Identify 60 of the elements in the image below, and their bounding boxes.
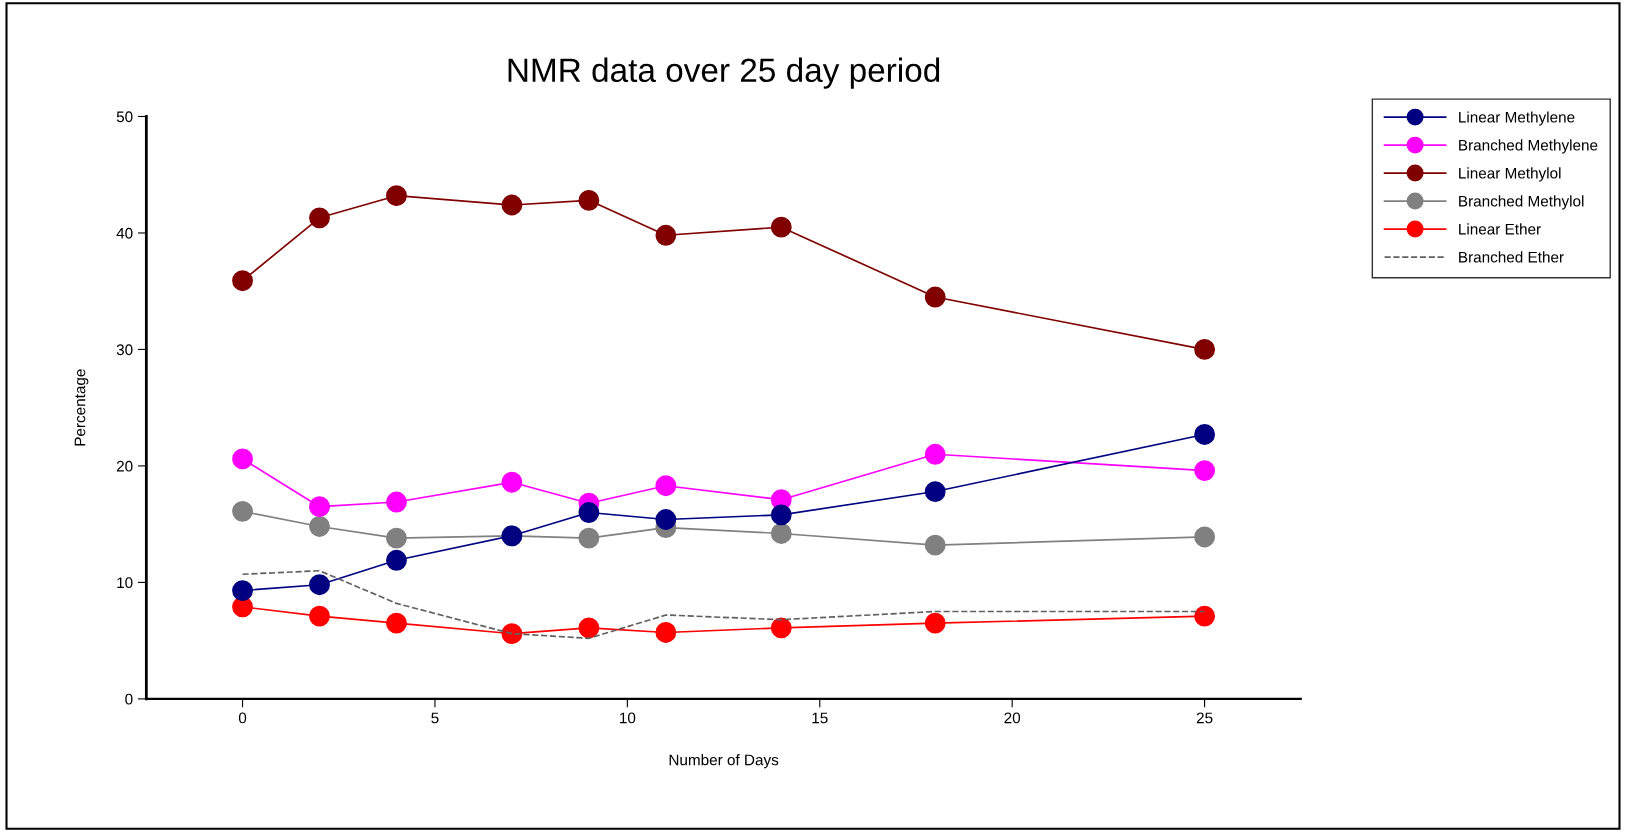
point bbox=[1194, 526, 1216, 548]
point bbox=[924, 612, 946, 634]
x-tick-label: 20 bbox=[1004, 712, 1021, 724]
point bbox=[578, 617, 600, 639]
y-axis-title: Percentage bbox=[74, 369, 89, 446]
legend-label: Branched Methylol bbox=[1459, 195, 1584, 210]
point bbox=[386, 185, 407, 207]
point bbox=[232, 500, 253, 522]
legend-label: Linear Methylene bbox=[1459, 111, 1575, 126]
x-axis-title: Number of Days bbox=[669, 754, 779, 769]
y-tick-label: 50 bbox=[116, 111, 133, 123]
point bbox=[386, 491, 407, 513]
x-tick-label: 0 bbox=[238, 712, 247, 724]
point bbox=[924, 443, 946, 465]
point bbox=[655, 622, 677, 643]
point bbox=[309, 207, 330, 229]
point bbox=[578, 502, 600, 523]
point bbox=[232, 270, 253, 292]
x-tick-label: 5 bbox=[431, 712, 439, 724]
legend-label: Linear Methylol bbox=[1459, 167, 1561, 182]
y-tick-label: 30 bbox=[116, 344, 133, 356]
point bbox=[924, 481, 946, 502]
point bbox=[1194, 460, 1216, 481]
point bbox=[309, 516, 330, 537]
point bbox=[501, 194, 523, 216]
point bbox=[309, 496, 330, 518]
y-tick-label: 20 bbox=[116, 460, 133, 472]
point bbox=[309, 605, 330, 627]
x-tick-label: 15 bbox=[812, 712, 828, 724]
point bbox=[501, 471, 523, 493]
point bbox=[578, 527, 600, 549]
x-tick-label: 10 bbox=[620, 712, 636, 724]
point bbox=[770, 504, 792, 526]
point bbox=[578, 189, 600, 211]
point bbox=[309, 574, 330, 596]
chart-title: NMR data over 25 day period bbox=[508, 57, 940, 89]
legend-label: Branched Ether bbox=[1459, 251, 1564, 263]
point bbox=[770, 617, 792, 639]
point bbox=[924, 286, 946, 308]
point bbox=[232, 580, 253, 601]
y-tick-label: 10 bbox=[117, 577, 133, 589]
point bbox=[655, 509, 677, 530]
y-tick-label: 40 bbox=[116, 227, 133, 239]
point bbox=[386, 612, 407, 634]
x-tick-label: 25 bbox=[1196, 712, 1213, 724]
point bbox=[1194, 339, 1216, 360]
point bbox=[1194, 605, 1216, 627]
legend-label: Linear Ether bbox=[1459, 223, 1541, 235]
legend-label: Branched Methylene bbox=[1459, 139, 1598, 154]
point bbox=[924, 534, 946, 556]
point bbox=[770, 216, 792, 238]
y-tick-label: 0 bbox=[125, 693, 133, 705]
point bbox=[386, 527, 407, 549]
point bbox=[655, 224, 677, 246]
point bbox=[770, 523, 792, 544]
point bbox=[655, 475, 677, 497]
point bbox=[1194, 424, 1216, 445]
point bbox=[501, 623, 523, 645]
point bbox=[232, 448, 253, 470]
point bbox=[386, 549, 407, 571]
